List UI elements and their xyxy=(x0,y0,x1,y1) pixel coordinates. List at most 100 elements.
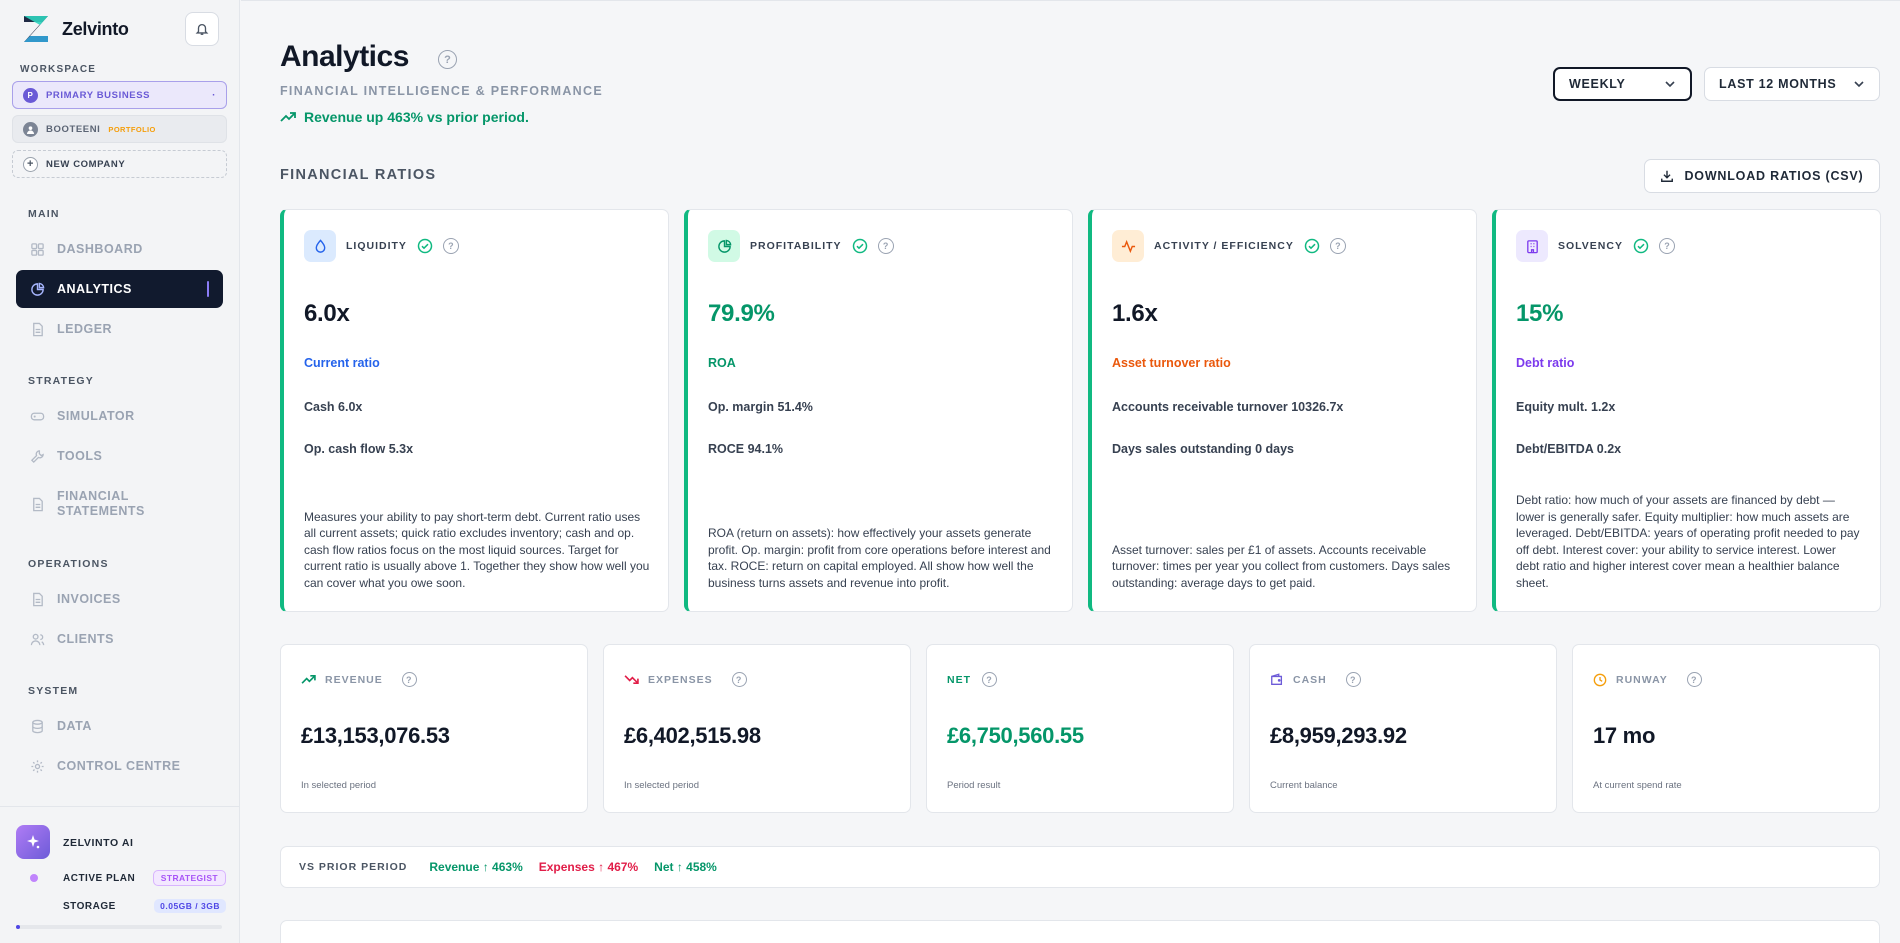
help-icon[interactable]: ? xyxy=(731,672,747,687)
help-icon[interactable]: ? xyxy=(442,238,459,254)
ratio-description: Measures your ability to pay short-term … xyxy=(304,509,650,590)
ratio-secondary-2: Days sales outstanding 0 days xyxy=(1112,442,1295,456)
workspace-label: PRIMARY BUSINESS xyxy=(46,89,151,101)
storage-progress-fill xyxy=(16,925,20,929)
file-text-icon xyxy=(33,497,43,511)
section-title-financial-ratios: FINANCIAL RATIOS xyxy=(280,167,437,183)
storage-progress-bar xyxy=(16,925,222,929)
download-ratios-button[interactable]: DOWNLOAD RATIOS (CSV) xyxy=(1644,159,1880,193)
prior-period-comparison: VS PRIOR PERIOD Revenue ↑ 463% Expenses … xyxy=(280,846,1880,888)
kpi-caption: Period result xyxy=(947,780,1001,791)
help-icon[interactable]: ? xyxy=(1345,672,1361,687)
sidebar-item-label: DATA xyxy=(57,719,92,733)
gamepad-icon xyxy=(30,412,45,420)
ratio-secondary-1: Cash 6.0x xyxy=(304,400,363,414)
sidebar-item-label: CLIENTS xyxy=(57,632,114,646)
workspace-booteeni[interactable]: BOOTEENI PORTFOLIO xyxy=(12,115,227,143)
document-icon xyxy=(33,322,43,336)
sidebar-item-label: ANALYTICS xyxy=(57,282,132,296)
sidebar-item-financial-statements[interactable]: FINANCIAL STATEMENTS xyxy=(16,482,223,526)
main-content: Analytics ? FINANCIAL INTELLIGENCE & PER… xyxy=(241,0,1900,943)
active-plan-row: ACTIVE PLAN STRATEGIST xyxy=(30,869,226,887)
ratio-card-header: PROFITABILITY ? xyxy=(708,230,894,262)
storage-badge: 0.05GB / 3GB xyxy=(154,899,226,913)
brand-name: Zelvinto xyxy=(62,18,129,39)
help-icon[interactable]: ? xyxy=(982,672,997,687)
chevron-down-icon xyxy=(1854,81,1864,88)
check-circle-icon xyxy=(852,238,867,254)
kpi-card-cash: CASH ? £8,959,293.92 Current balance xyxy=(1249,644,1557,813)
revenue-trend: Revenue up 463% vs prior period. xyxy=(280,109,529,125)
ratio-description: ROA (return on assets): how effectively … xyxy=(708,526,1051,590)
wallet-icon xyxy=(1271,673,1283,685)
help-icon[interactable]: ? xyxy=(1658,238,1675,254)
label-line-1: FINANCIAL xyxy=(57,489,129,503)
prior-revenue-change: Revenue ↑ 463% xyxy=(429,860,523,874)
workspace-label: WORKSPACE xyxy=(20,64,97,75)
storage-label: STORAGE xyxy=(63,900,116,912)
activity-icon xyxy=(1112,230,1144,262)
clock-icon xyxy=(1593,673,1607,686)
invoice-icon xyxy=(33,592,43,606)
notifications-button[interactable] xyxy=(185,12,219,46)
sidebar: Zelvinto WORKSPACE P PRIMARY BUSINESS · … xyxy=(0,0,240,943)
ratio-card-title: LIQUIDITY xyxy=(346,240,407,252)
zelvinto-logo-icon xyxy=(24,16,48,42)
help-icon[interactable]: ? xyxy=(401,672,417,687)
kpi-value: £8,959,293.92 xyxy=(1270,723,1407,748)
ai-panel: ZELVINTO AI ACTIVE PLAN STRATEGIST STORA… xyxy=(0,806,240,943)
plan-badge[interactable]: STRATEGIST xyxy=(152,870,226,886)
sidebar-item-label: FINANCIAL STATEMENTS xyxy=(57,489,145,519)
storage-row: STORAGE 0.05GB / 3GB xyxy=(30,897,226,915)
sidebar-item-control-centre[interactable]: CONTROL CENTRE xyxy=(16,747,223,785)
kpi-label: NET xyxy=(947,673,971,686)
sidebar-item-data[interactable]: DATA xyxy=(16,707,223,745)
ratio-secondary-1: Op. margin 51.4% xyxy=(708,400,813,414)
plan-status-dot xyxy=(30,874,38,882)
grid-icon xyxy=(31,242,44,256)
ratio-secondary-2: Debt/EBITDA 0.2x xyxy=(1516,442,1622,456)
kpi-caption: In selected period xyxy=(624,780,699,791)
kpi-header: RUNWAY ? xyxy=(1593,672,1702,687)
workspace-primary-business[interactable]: P PRIMARY BUSINESS · xyxy=(12,81,227,109)
help-icon[interactable]: ? xyxy=(1686,672,1702,687)
ratio-secondary-2: ROCE 94.1% xyxy=(708,442,784,456)
ratio-card-title: ACTIVITY / EFFICIENCY xyxy=(1154,240,1294,252)
top-divider xyxy=(241,0,1900,1)
ratio-card-header: SOLVENCY ? xyxy=(1516,230,1675,262)
pie-chart-icon xyxy=(708,230,740,262)
sidebar-item-analytics[interactable]: ANALYTICS xyxy=(16,270,223,308)
brand[interactable]: Zelvinto xyxy=(22,14,129,44)
sidebar-item-dashboard[interactable]: DASHBOARD xyxy=(16,230,223,268)
wrench-icon xyxy=(30,449,44,463)
sidebar-item-tools[interactable]: TOOLS xyxy=(16,437,223,475)
nav-section-system: SYSTEM xyxy=(28,685,79,697)
ratio-secondary-2: Op. cash flow 5.3x xyxy=(304,442,414,456)
sidebar-item-invoices[interactable]: INVOICES xyxy=(16,580,223,618)
sidebar-item-ledger[interactable]: LEDGER xyxy=(16,310,223,348)
nav-section-operations: OPERATIONS xyxy=(28,558,109,570)
check-circle-icon xyxy=(1304,238,1320,254)
help-icon[interactable]: ? xyxy=(438,50,457,69)
ratio-value: 6.0x xyxy=(304,300,350,327)
ratio-description: Asset turnover: sales per £1 of assets. … xyxy=(1112,542,1451,590)
granularity-select[interactable]: WEEKLY xyxy=(1553,67,1692,101)
active-indicator xyxy=(207,281,209,297)
new-company-button[interactable]: + NEW COMPANY xyxy=(12,150,227,178)
nav-section-main: MAIN xyxy=(28,208,60,220)
trending-up-icon xyxy=(280,112,296,122)
sidebar-item-clients[interactable]: CLIENTS xyxy=(16,620,223,658)
help-icon[interactable]: ? xyxy=(1329,238,1346,254)
ratio-metric-name: Debt ratio xyxy=(1516,356,1575,370)
next-section-card xyxy=(280,920,1880,943)
ratio-card-header: ACTIVITY / EFFICIENCY ? xyxy=(1112,230,1346,262)
period-select[interactable]: LAST 12 MONTHS xyxy=(1704,67,1880,101)
ratio-card-liquidity: LIQUIDITY ? 6.0x Current ratio Cash 6.0x… xyxy=(280,209,669,612)
kpi-value: £6,750,560.55 xyxy=(947,723,1084,748)
sparkle-icon[interactable] xyxy=(16,825,50,859)
sidebar-item-label: TOOLS xyxy=(57,449,103,463)
workspace-tag: PORTFOLIO xyxy=(108,124,156,134)
sidebar-item-simulator[interactable]: SIMULATOR xyxy=(16,397,223,435)
page-subtitle: FINANCIAL INTELLIGENCE & PERFORMANCE xyxy=(280,84,603,98)
help-icon[interactable]: ? xyxy=(877,238,894,254)
